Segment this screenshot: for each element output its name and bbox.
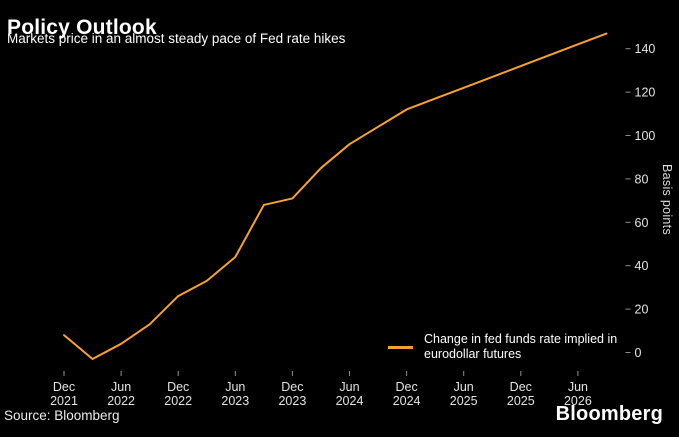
chart-subtitle: Markets price in an almost steady pace o… <box>7 31 346 46</box>
y-tick-label: 100 <box>635 129 656 143</box>
series-line <box>63 32 608 361</box>
x-tick-label: Jun 2023 <box>221 380 249 408</box>
bloomberg-logo: Bloomberg <box>555 403 663 425</box>
x-tick-label: Dec 2022 <box>164 380 192 408</box>
x-tick-label: Dec 2024 <box>393 380 421 408</box>
x-tick-label: Jun 2026 <box>564 380 592 408</box>
source-note: Source: Bloomberg <box>4 408 120 423</box>
x-tick-label: Jun 2024 <box>336 380 364 408</box>
page-title: Policy Outlook <box>7 16 157 40</box>
x-tick-label: Dec 2021 <box>50 380 78 408</box>
x-tick-label: Dec 2025 <box>507 380 535 408</box>
legend-label-line1: Change in fed funds rate implied in <box>424 332 618 346</box>
y-axis-title: Basis points <box>660 164 674 235</box>
y-tick-label: 40 <box>635 259 649 273</box>
legend-label: Change in fed funds rate implied in euro… <box>424 332 617 361</box>
x-tick-label: Dec 2023 <box>278 380 306 408</box>
y-tick-label: 20 <box>635 303 649 317</box>
chart-legend: Change in fed funds rate implied in euro… <box>388 332 617 361</box>
x-tick-label: Jun 2022 <box>107 380 135 408</box>
y-tick-label: 120 <box>635 86 656 100</box>
y-tick-label: 0 <box>635 346 642 360</box>
legend-label-line2: eurodollar futures <box>424 346 522 361</box>
y-tick-label: 80 <box>635 172 649 186</box>
y-tick-label: 60 <box>635 216 649 230</box>
legend-line-swatch <box>388 346 413 349</box>
y-tick-label: 140 <box>635 42 656 56</box>
x-tick-label: Jun 2025 <box>450 380 478 408</box>
